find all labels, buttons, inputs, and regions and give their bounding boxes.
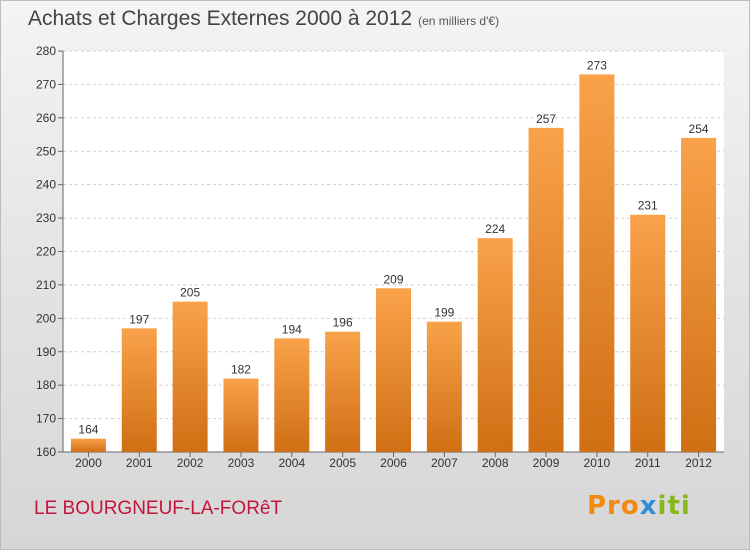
data-label: 257 <box>536 112 556 126</box>
data-label: 273 <box>587 58 607 72</box>
data-label: 182 <box>231 362 251 376</box>
x-tick-label: 2011 <box>635 456 661 470</box>
x-tick-label: 2008 <box>482 456 509 470</box>
y-tick-label: 180 <box>36 378 56 392</box>
proxiti-logo: Proxiti <box>587 491 691 521</box>
bar <box>579 74 615 453</box>
bar <box>426 321 462 452</box>
x-tick-label: 2000 <box>75 456 102 470</box>
y-tick-label: 270 <box>36 77 56 91</box>
bar <box>325 331 361 452</box>
bar <box>477 238 513 452</box>
x-tick-label: 2005 <box>329 456 356 470</box>
y-tick-label: 250 <box>36 144 56 158</box>
x-tick-label: 2012 <box>685 456 712 470</box>
town-name: LE BOURGNEUF-LA-FORêT <box>34 498 283 519</box>
y-tick-label: 160 <box>36 445 56 459</box>
chart-title-text: Achats et Charges Externes 2000 à 2012 <box>28 7 413 30</box>
data-label: 231 <box>638 199 658 213</box>
data-label: 205 <box>180 286 200 300</box>
y-tick-label: 230 <box>36 211 56 225</box>
x-tick-label: 2010 <box>584 456 611 470</box>
data-label: 209 <box>383 272 403 286</box>
bar <box>681 137 717 452</box>
bar <box>630 214 666 452</box>
bar <box>121 328 157 452</box>
bar <box>376 288 411 452</box>
data-label: 224 <box>485 222 505 236</box>
chart-unit: (en milliers d'€) <box>418 14 500 28</box>
data-label: 199 <box>434 306 454 320</box>
bar <box>274 338 310 452</box>
x-tick-label: 2004 <box>278 456 305 470</box>
y-tick-label: 240 <box>36 178 56 192</box>
x-tick-label: 2003 <box>228 456 255 470</box>
y-tick-label: 210 <box>36 278 56 292</box>
bar <box>70 438 106 452</box>
x-tick-label: 2009 <box>533 456 560 470</box>
x-tick-label: 2001 <box>126 456 153 470</box>
x-tick-label: 2002 <box>177 456 204 470</box>
y-tick-label: 220 <box>36 245 56 259</box>
data-label: 196 <box>333 316 353 330</box>
y-tick-label: 280 <box>36 44 56 58</box>
data-label: 197 <box>129 312 149 326</box>
y-tick-label: 260 <box>36 111 56 125</box>
y-tick-label: 190 <box>36 345 56 359</box>
data-label: 164 <box>78 423 98 437</box>
x-tick-label: 2006 <box>380 456 407 470</box>
bar <box>172 301 208 452</box>
x-tick-label: 2007 <box>431 456 458 470</box>
y-tick-label: 200 <box>36 311 56 325</box>
data-label: 194 <box>282 322 302 336</box>
bar <box>223 378 259 452</box>
y-tick-label: 170 <box>36 412 56 426</box>
bar <box>528 127 564 452</box>
data-label: 254 <box>689 122 709 136</box>
chart-title: Achats et Charges Externes 2000 à 2012 (e… <box>28 7 499 31</box>
